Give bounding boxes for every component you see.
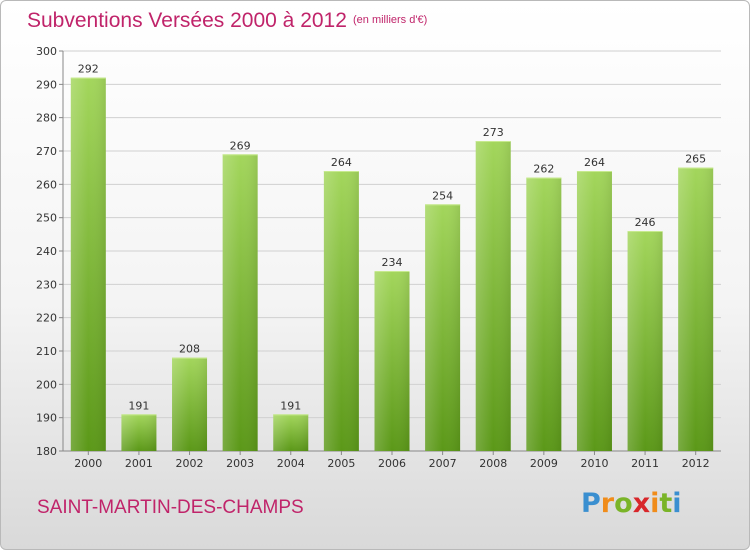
y-tick-label: 190: [36, 412, 57, 425]
bars: [70, 77, 714, 452]
y-tick-label: 230: [36, 278, 57, 291]
bar-shade: [273, 414, 309, 451]
x-tick-label: 2000: [74, 457, 102, 470]
town-name: SAINT-MARTIN-DES-CHAMPS: [37, 497, 304, 518]
y-tick-label: 240: [36, 245, 57, 258]
x-tick-label: 2009: [530, 457, 558, 470]
y-tick-label: 200: [36, 378, 57, 391]
x-tick-label: 2012: [682, 457, 710, 470]
data-label: 262: [533, 163, 554, 176]
y-tick-label: 210: [36, 345, 57, 358]
x-tick-label: 2008: [479, 457, 507, 470]
proxiti-logo[interactable]: Proxiti: [581, 488, 682, 519]
bar-shade: [627, 231, 663, 451]
x-tick-label: 2001: [125, 457, 153, 470]
labels: 180 190 200 210 220 230 240 250 260 270 280 290 300 2…: [36, 45, 710, 470]
y-tick-label: 250: [36, 212, 57, 225]
data-label: 191: [128, 399, 149, 412]
y-tick-label: 260: [36, 178, 57, 191]
y-tick-label: 290: [36, 78, 57, 91]
bar-shade: [172, 357, 208, 451]
data-label: 265: [685, 153, 706, 166]
data-label: 292: [78, 63, 99, 76]
y-tick-label: 220: [36, 312, 57, 325]
bar-shade: [374, 271, 410, 451]
bar-shade: [425, 204, 461, 451]
data-label: 208: [179, 343, 200, 356]
data-label: 234: [382, 256, 403, 269]
x-tick-label: 2005: [327, 457, 355, 470]
y-tick-label: 180: [36, 445, 57, 458]
bar-shade: [323, 171, 359, 451]
data-label: 254: [432, 189, 453, 202]
x-tick-label: 2007: [429, 457, 457, 470]
data-label: 264: [331, 156, 352, 169]
x-tick-label: 2004: [277, 457, 305, 470]
data-label: 191: [280, 399, 301, 412]
data-label: 264: [584, 156, 605, 169]
y-tick-label: 280: [36, 112, 57, 125]
y-tick-label: 300: [36, 45, 57, 58]
bar-shade: [222, 154, 258, 452]
bar-shade: [475, 141, 511, 451]
bar-shade: [678, 167, 714, 451]
bar-shade: [576, 171, 612, 451]
chart-unit: (en milliers d'€): [353, 14, 428, 26]
x-tick-label: 2002: [176, 457, 204, 470]
data-label: 269: [230, 139, 251, 152]
data-label: 246: [635, 216, 656, 229]
x-tick-label: 2006: [378, 457, 406, 470]
x-tick-label: 2010: [580, 457, 608, 470]
bar-shade: [526, 177, 562, 451]
bar-shade: [70, 77, 106, 452]
bar-shade: [121, 414, 157, 451]
y-tick-label: 270: [36, 145, 57, 158]
data-label: 273: [483, 126, 504, 139]
chart-title: Subventions Versées 2000 à 2012: [27, 9, 347, 32]
x-tick-label: 2003: [226, 457, 254, 470]
x-tick-label: 2011: [631, 457, 659, 470]
